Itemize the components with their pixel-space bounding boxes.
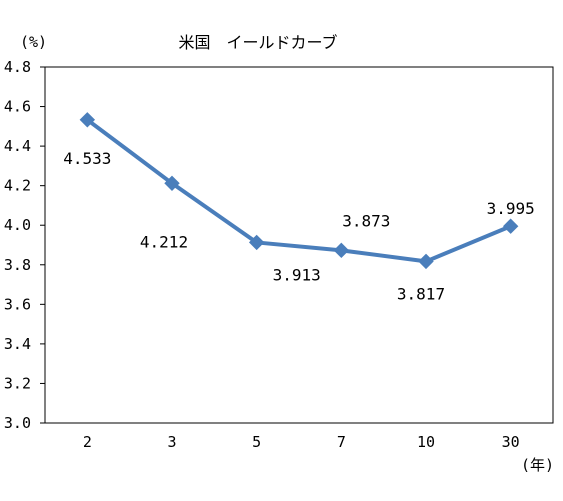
y-tick-label: 4.6 xyxy=(4,98,31,116)
data-point-marker xyxy=(248,234,265,251)
data-label: 4.212 xyxy=(140,232,188,251)
y-tick-label: 4.8 xyxy=(4,58,31,76)
data-point-marker xyxy=(333,242,350,259)
x-tick-label: 2 xyxy=(83,433,92,451)
y-tick-label: 4.2 xyxy=(4,177,31,195)
x-tick-label: 10 xyxy=(417,433,435,451)
x-tick-label: 5 xyxy=(252,433,261,451)
x-tick-label: 30 xyxy=(502,433,520,451)
series-layer xyxy=(79,112,519,270)
y-tick-label: 3.0 xyxy=(4,414,31,432)
y-axis-ticks: 3.0 3.2 3.4 3.6 3.8 4.0 4.2 4.4 4.6 4.8 xyxy=(4,58,45,432)
y-tick-label: 4.4 xyxy=(4,137,31,155)
data-label: 4.533 xyxy=(63,149,111,168)
y-axis-unit-label: (%) xyxy=(20,33,47,51)
y-tick-label: 3.4 xyxy=(4,335,31,353)
data-label: 3.913 xyxy=(273,265,321,284)
series-line xyxy=(86,118,512,264)
y-tick-label: 3.2 xyxy=(4,374,31,392)
data-point-marker xyxy=(502,218,519,234)
data-label: 3.873 xyxy=(342,211,390,230)
x-tick-label: 7 xyxy=(337,433,346,451)
data-point-marker xyxy=(79,112,96,128)
plot-area xyxy=(44,66,554,424)
y-tick-label: 3.6 xyxy=(4,295,31,313)
x-axis-unit-label: (年) xyxy=(521,456,554,474)
x-axis-ticks: 2 3 5 7 10 30 xyxy=(83,433,520,451)
data-label: 3.817 xyxy=(397,284,445,303)
data-point-marker xyxy=(418,253,434,270)
data-label: 3.995 xyxy=(487,199,535,218)
x-tick-label: 3 xyxy=(167,433,176,451)
data-point-marker xyxy=(164,175,180,192)
chart-title: 米国 イールドカーブ xyxy=(178,33,337,52)
y-tick-label: 4.0 xyxy=(4,216,31,234)
y-tick-label: 3.8 xyxy=(4,256,31,274)
data-labels: 4.533 4.212 3.913 3.873 3.817 3.995 xyxy=(63,149,535,304)
